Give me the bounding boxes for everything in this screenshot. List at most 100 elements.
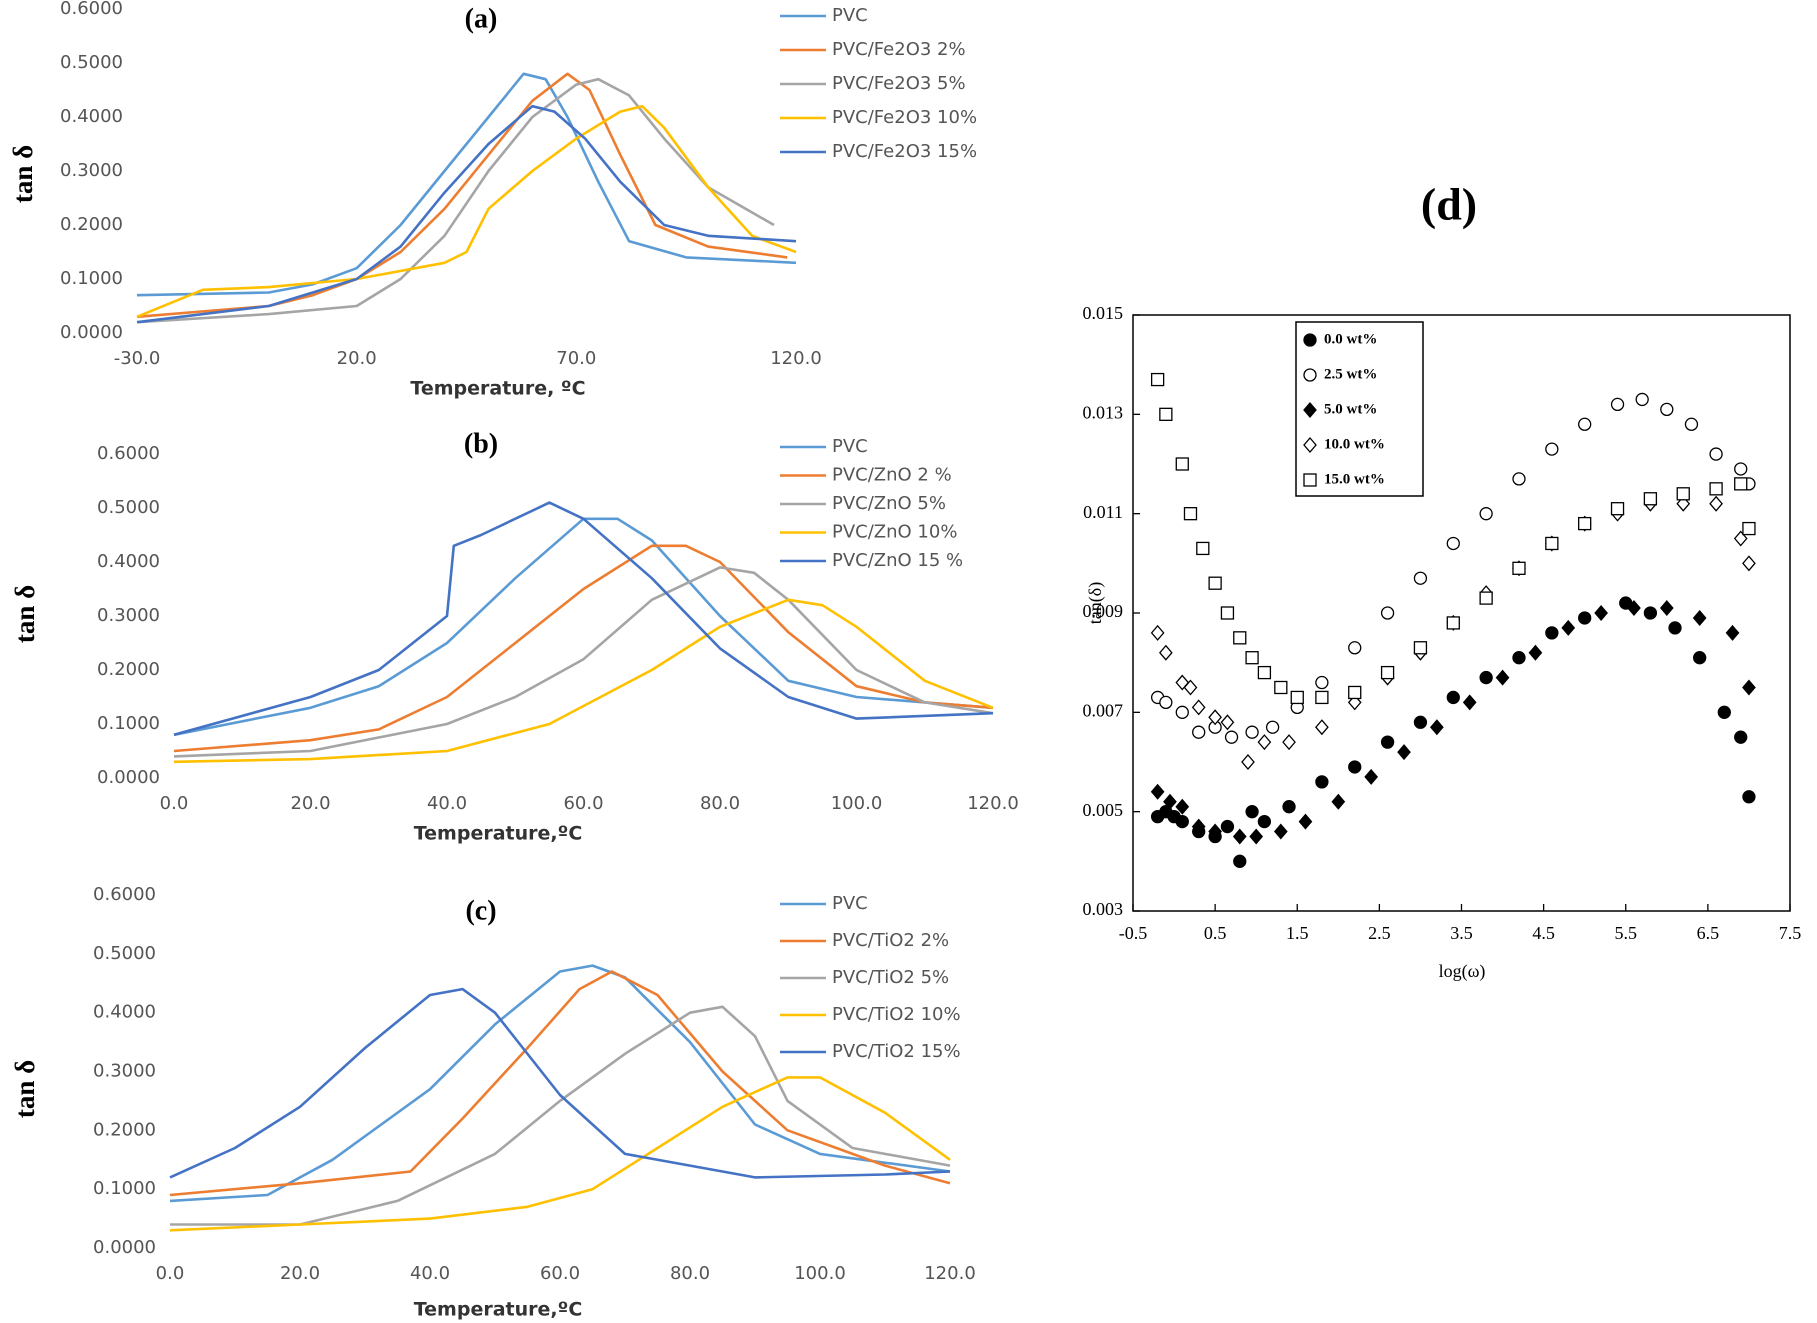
- data-point: [1224, 730, 1239, 744]
- data-point: [1150, 783, 1165, 800]
- y-tick-label: 0.3000: [60, 160, 123, 181]
- data-point: [1257, 734, 1272, 751]
- data-point: [1709, 482, 1723, 496]
- data-point: [1265, 720, 1280, 734]
- data-point: [1742, 521, 1756, 536]
- legend-label: PVC/Fe2O3 10%: [832, 107, 977, 128]
- data-point: [1627, 600, 1641, 617]
- x-tick-label: 20.0: [290, 793, 330, 814]
- data-point: [1479, 507, 1493, 521]
- legend-label: PVC/Fe2O3 5%: [832, 73, 966, 94]
- data-line: [169, 970, 951, 1197]
- y-tick-label: 0.2000: [97, 659, 160, 680]
- y-tick-label: 0.4000: [60, 106, 123, 127]
- data-line: [173, 566, 994, 758]
- data-point: [1545, 626, 1559, 640]
- x-axis-label: log(ω): [1439, 961, 1486, 982]
- y-axis-label: tan δ: [8, 145, 38, 203]
- data-point: [1610, 397, 1625, 412]
- y-tick-label: 0.015: [1083, 303, 1124, 323]
- y-tick-label: 0.5000: [93, 943, 156, 964]
- y-tick-label: 0.1000: [97, 713, 160, 734]
- data-point: [1397, 744, 1411, 761]
- x-tick-label: 120.0: [770, 348, 822, 369]
- x-tick-label: 2.5: [1368, 923, 1391, 943]
- data-point: [1380, 606, 1395, 620]
- data-point: [1512, 472, 1526, 486]
- data-point: [1245, 805, 1259, 819]
- legend-label: 5.0 wt%: [1324, 401, 1377, 417]
- data-point: [1734, 477, 1748, 491]
- data-point: [1734, 730, 1748, 744]
- data-point: [1446, 690, 1460, 705]
- legend-label: PVC/ZnO 10%: [832, 522, 957, 543]
- data-point: [1192, 725, 1206, 739]
- data-point: [1578, 516, 1592, 531]
- data-point: [1692, 609, 1707, 626]
- data-point: [1159, 695, 1173, 710]
- legend-label: PVC/TiO2 15%: [832, 1041, 961, 1062]
- data-point: [1693, 651, 1707, 665]
- x-axis-label: Temperature, ºC: [410, 378, 585, 400]
- data-point: [1233, 854, 1247, 868]
- data-point: [1191, 699, 1206, 716]
- x-tick-label: 40.0: [427, 793, 467, 814]
- chart-panel: (d) log(ω) tan(δ) -0.5 0.5 1.5 2.5 3.5 4.5 5.5 6.5…: [1083, 179, 1802, 983]
- data-point: [1635, 392, 1649, 407]
- chart-panel: (b) Temperature,ºC tan δ 0.0 20.0 40.0 60.0 80.…: [10, 428, 1019, 844]
- data-point: [1684, 417, 1699, 431]
- data-point: [1220, 714, 1235, 731]
- data-point: [1446, 536, 1460, 551]
- legend-marker: [1303, 333, 1317, 347]
- data-line: [169, 1076, 951, 1232]
- data-point: [1594, 605, 1608, 621]
- legend-label: PVC/ZnO 15 %: [832, 550, 963, 571]
- x-tick-label: 20.0: [337, 348, 377, 369]
- chart-panel: (c) Temperature,ºC tan δ 0.0 20.0 40.0 60.0 80.…: [10, 884, 976, 1321]
- x-tick-label: -0.5: [1119, 923, 1148, 943]
- x-tick-label: 5.5: [1615, 923, 1638, 943]
- y-tick-label: 0.3000: [93, 1061, 156, 1082]
- data-point: [1183, 507, 1198, 521]
- chart-title: (a): [465, 3, 498, 34]
- legend-label: PVC/Fe2O3 2%: [832, 39, 966, 60]
- data-point: [1331, 793, 1346, 810]
- x-tick-label: 60.0: [540, 1263, 580, 1284]
- data-point: [1717, 705, 1731, 719]
- legend-label: PVC/TiO2 5%: [832, 967, 949, 988]
- data-point: [1413, 571, 1428, 585]
- data-point: [1643, 606, 1658, 620]
- data-point: [1257, 665, 1272, 680]
- y-tick-label: 0.009: [1083, 601, 1124, 621]
- data-point: [1479, 591, 1493, 605]
- data-point: [1610, 502, 1625, 516]
- data-point: [1512, 561, 1526, 575]
- data-point: [1245, 651, 1259, 665]
- data-point: [1734, 462, 1748, 476]
- data-point: [1220, 606, 1235, 620]
- data-point: [1676, 487, 1690, 501]
- y-tick-label: 0.005: [1083, 800, 1124, 820]
- data-point: [1495, 669, 1510, 686]
- legend-label: PVC/TiO2 2%: [832, 930, 949, 951]
- data-point: [1742, 679, 1756, 696]
- y-tick-label: 0.007: [1083, 700, 1124, 720]
- x-tick-label: -30.0: [114, 348, 161, 369]
- data-line: [136, 104, 797, 319]
- data-point: [1413, 641, 1428, 655]
- data-point: [1249, 828, 1264, 845]
- data-point: [1232, 828, 1247, 845]
- data-line: [169, 964, 951, 1203]
- x-tick-label: 0.5: [1204, 923, 1227, 943]
- y-tick-label: 0.003: [1083, 899, 1124, 919]
- y-tick-label: 0.0000: [93, 1237, 156, 1258]
- data-point: [1659, 600, 1674, 617]
- data-line: [136, 72, 797, 297]
- y-tick-label: 0.3000: [97, 605, 160, 626]
- y-tick-label: 0.6000: [93, 884, 156, 905]
- y-tick-label: 0.5000: [97, 497, 160, 518]
- x-tick-label: 70.0: [556, 348, 596, 369]
- legend-label: PVC: [832, 436, 868, 457]
- data-point: [1578, 417, 1592, 431]
- x-tick-label: 80.0: [700, 793, 740, 814]
